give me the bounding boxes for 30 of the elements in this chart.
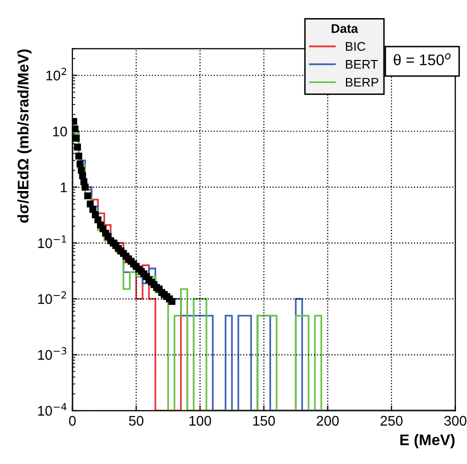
legend-label: BIC	[346, 42, 366, 51]
annotation: θ = 150$^{o}$	[394, 53, 451, 66]
y-tick-label: 10$^{−2}$	[38, 291, 66, 304]
y-axis-title: dσ/dEdΩ (mb/srad/MeV)	[17, 49, 32, 223]
point	[74, 144, 81, 151]
point	[82, 184, 89, 191]
x-tick-label: 250	[380, 416, 403, 426]
y-tick-label: 10$^{−4}$	[38, 403, 66, 416]
y-tick-label: 10$^{−1}$	[38, 236, 66, 248]
x-tick-label: 50	[129, 416, 144, 426]
point	[84, 192, 92, 200]
point	[72, 125, 78, 132]
point	[72, 134, 80, 142]
y-tick-label: 10	[53, 126, 67, 136]
x-tick-label: 150	[253, 416, 275, 426]
point	[75, 152, 82, 160]
x-tick-label: 0	[69, 416, 76, 426]
point	[76, 160, 84, 168]
legend-label: BERP	[346, 78, 378, 87]
point	[168, 298, 176, 305]
y-tick-label: 1	[60, 182, 67, 192]
legend-label: BERT	[346, 60, 378, 69]
x-axis-title: E (MeV)	[400, 434, 455, 448]
x-tick-label: 200	[316, 416, 339, 426]
x-tick-label: 100	[190, 416, 212, 426]
x-tick-label: 300	[444, 416, 466, 426]
point	[89, 206, 96, 213]
legend-title: Data	[332, 24, 358, 33]
y-tick-label: 10$^{−3}$	[38, 347, 66, 360]
y-tick-label: 10$^{2}$	[46, 68, 66, 80]
